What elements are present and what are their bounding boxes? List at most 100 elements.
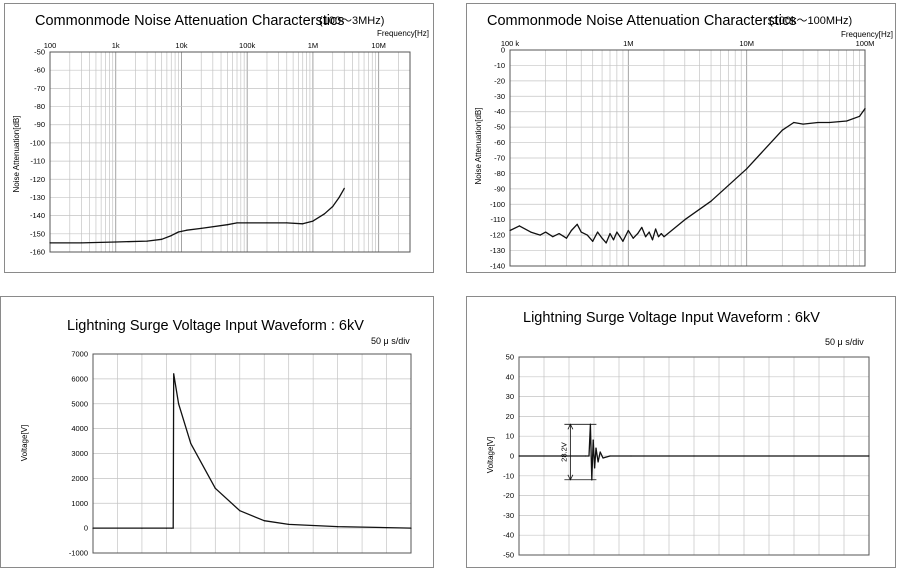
data-point [552, 236, 554, 238]
y-tick-label: 1000 [71, 499, 88, 508]
data-point [657, 236, 660, 238]
data-point [332, 205, 334, 208]
y-tick-label: -150 [30, 229, 45, 238]
data-point [858, 115, 861, 117]
y-tick-label: -30 [503, 511, 514, 520]
data-point [565, 237, 568, 239]
data-point [177, 231, 180, 233]
data-point [80, 242, 82, 244]
y-axis-label: Noise Attenuation[dB] [474, 108, 483, 185]
chart-subtitle: (100～3MHz) [319, 15, 384, 27]
attenuation-chart-100k-to-100mhz: Commonmode Noise Attenuation Characterst… [466, 3, 896, 273]
y-tick-label: -50 [34, 48, 45, 57]
data-point [172, 527, 174, 529]
data-point [302, 223, 304, 225]
data-point [246, 222, 248, 224]
data-point [286, 222, 288, 224]
data-point [645, 236, 647, 238]
data-point [802, 123, 804, 125]
data-point [92, 527, 94, 529]
y-tick-label: -40 [494, 107, 505, 116]
y-tick-label: 5000 [71, 399, 88, 408]
y-tick-label: -70 [494, 154, 505, 163]
x-tick-label: 1k [112, 41, 120, 50]
data-point [627, 229, 629, 232]
data-point [165, 527, 167, 529]
data-point [846, 120, 848, 122]
data-point [597, 231, 599, 233]
data-point [576, 223, 578, 225]
data-point [170, 235, 172, 237]
y-tick-label: -80 [494, 169, 505, 178]
y-tick-label: 6000 [71, 374, 88, 383]
data-point [178, 403, 180, 405]
data-point [266, 222, 268, 224]
chart-subtitle: (100k～100MHz) [769, 15, 852, 27]
data-point [663, 236, 665, 238]
y-tick-label: -90 [34, 120, 45, 129]
measurement-label: 28.2V [559, 442, 568, 462]
plot-area: -50 -60 -70 -80 -90 -100 -110 -120 -130 -140 -150 -… [30, 41, 411, 257]
x-tick-label: 100M [856, 39, 875, 48]
data-point [588, 455, 590, 457]
y-tick-label: -140 [30, 211, 45, 220]
y-tick-label: -100 [490, 200, 505, 209]
y-tick-label: -60 [34, 66, 45, 75]
data-point [710, 200, 712, 202]
data-point [337, 526, 339, 528]
data-point [190, 442, 192, 445]
y-axis-label: Noise Attenuation[dB] [12, 116, 21, 193]
chart-title: Lightning Surge Voltage Input Waveform :… [67, 318, 364, 334]
surge-chart-svg: Lightning Surge Voltage Input Waveform :… [486, 310, 870, 560]
data-point [200, 227, 202, 229]
data-point [595, 447, 597, 449]
y-tick-label: -160 [30, 248, 45, 257]
surge-residual-waveform-chart: Lightning Surge Voltage Input Waveform :… [466, 296, 896, 568]
data-point [288, 523, 290, 525]
data-point [385, 527, 388, 529]
data-point [338, 196, 340, 199]
data-point [226, 224, 228, 226]
series-line-attenuation [50, 188, 345, 244]
y-tick-label: 20 [506, 412, 514, 421]
data-point [601, 237, 603, 239]
attenuation-chart-svg: Commonmode Noise Attenuation Characterst… [12, 13, 429, 257]
y-tick-label: -50 [494, 123, 505, 132]
plot-area: 7000 6000 5000 4000 3000 2000 1000 0 -1000 [69, 350, 412, 558]
data-point [641, 226, 643, 229]
chart-title: Commonmode Noise Attenuation Characterst… [35, 13, 344, 29]
surge-chart-svg: Lightning Surge Voltage Input Waveform :… [20, 318, 412, 558]
y-tick-label: 30 [506, 392, 514, 401]
data-point [263, 520, 265, 522]
y-tick-label: -90 [494, 184, 505, 193]
y-tick-label: 2000 [71, 474, 88, 483]
data-point [518, 225, 520, 227]
chart-title: Commonmode Noise Attenuation Characterst… [487, 13, 796, 29]
data-point [622, 240, 624, 242]
data-point [539, 234, 541, 236]
data-point [599, 451, 601, 453]
data-point [558, 233, 560, 235]
data-point [323, 213, 326, 215]
x-tick-label: 10M [739, 39, 754, 48]
data-point [49, 242, 51, 244]
y-tick-label: -110 [491, 215, 505, 224]
data-point [693, 455, 695, 457]
chart-title: Lightning Surge Voltage Input Waveform :… [523, 310, 820, 326]
plot-frame [92, 353, 412, 554]
y-tick-label: -120 [490, 231, 505, 240]
data-point [864, 108, 866, 110]
y-tick-label: -110 [31, 157, 45, 166]
y-tick-label: -80 [34, 102, 45, 111]
data-point [312, 220, 314, 222]
y-tick-label: 40 [506, 372, 514, 381]
y-tick-label: -20 [494, 76, 505, 85]
data-point [602, 457, 604, 459]
data-point [781, 129, 783, 131]
data-point [173, 373, 175, 375]
data-point [214, 487, 216, 489]
data-point [545, 231, 547, 233]
surge-input-waveform-chart: Lightning Surge Voltage Input Waveform :… [0, 296, 434, 568]
data-point [530, 231, 532, 233]
x-tick-label: 1M [623, 39, 633, 48]
